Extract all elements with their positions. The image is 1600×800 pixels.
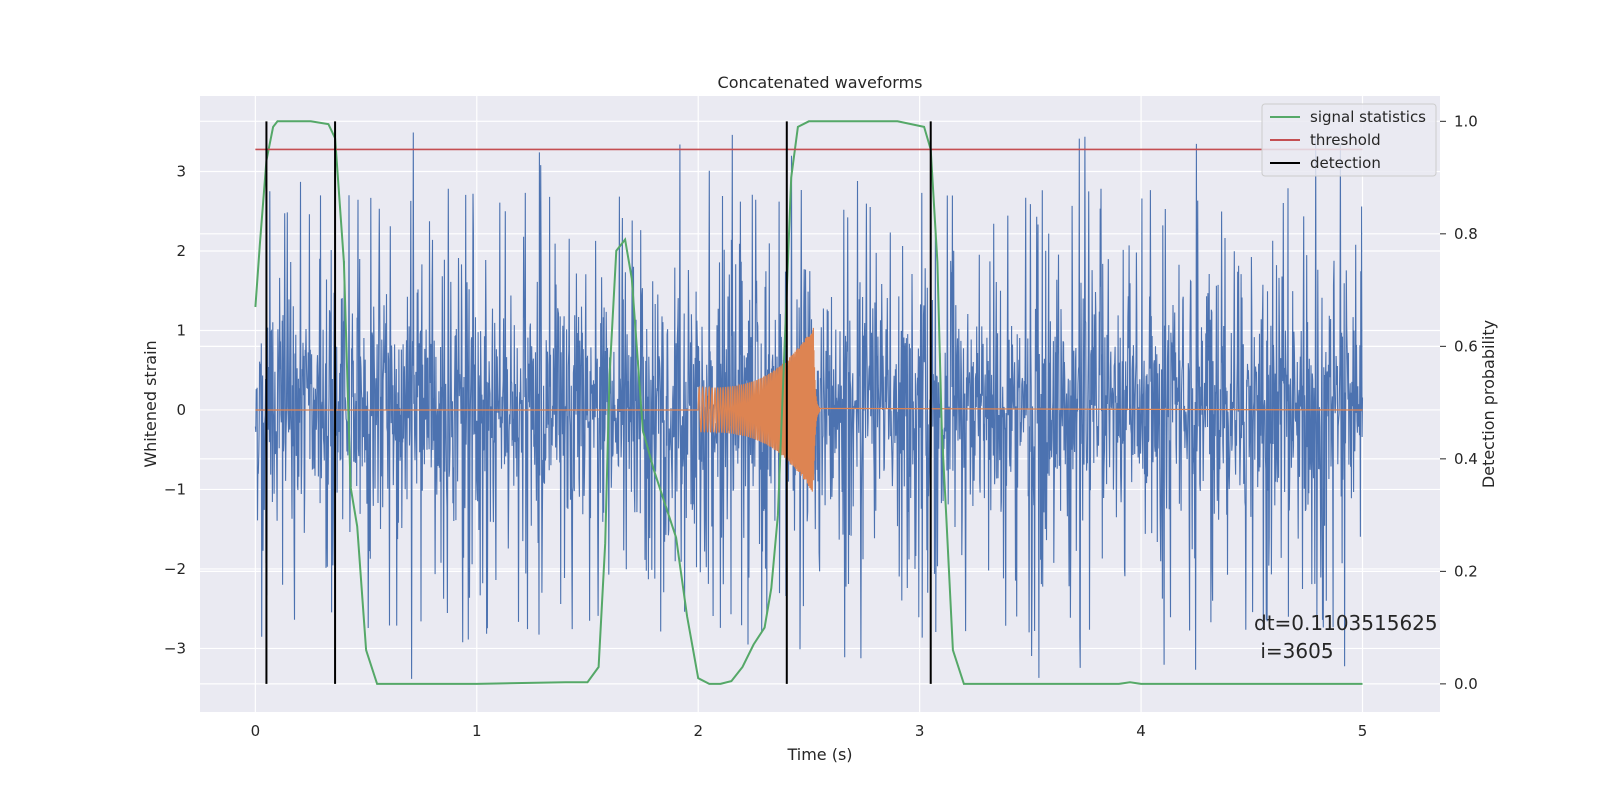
y2-tick-label: 0.8	[1454, 225, 1478, 243]
annotation-index: i=3605	[1254, 639, 1334, 663]
x-tick-label: 3	[915, 722, 925, 740]
legend-label-signal-statistics: signal statistics	[1310, 108, 1426, 126]
y-tick-label: 1	[176, 321, 186, 339]
legend-label-detection: detection	[1310, 154, 1381, 172]
y2-tick-labels: 0.0 0.2 0.4 0.6 0.8 1.0	[1440, 112, 1478, 693]
template-waveform-line	[255, 327, 1363, 492]
x-axis-label: Time (s)	[786, 745, 852, 764]
signal-statistics-line	[254, 120, 1363, 685]
chart-title: Concatenated waveforms	[718, 73, 923, 92]
x-tick-label: 0	[251, 722, 261, 740]
y-tick-label: 2	[176, 242, 186, 260]
x-tick-labels: 0 1 2 3 4 5	[251, 722, 1368, 740]
series-layer	[254, 120, 1364, 685]
y2-tick-label: 0.2	[1454, 562, 1478, 580]
y-tick-label: 3	[176, 163, 186, 181]
x-tick-label: 2	[693, 722, 703, 740]
x-tick-label: 1	[472, 722, 482, 740]
y-tick-label: −1	[164, 480, 186, 498]
x-tick-label: 4	[1136, 722, 1146, 740]
legend-box	[1261, 103, 1437, 177]
legend: signal statistics threshold detection	[1261, 103, 1437, 177]
x-tick-label: 5	[1358, 722, 1368, 740]
y2-axis-label: Detection probability	[1479, 320, 1498, 488]
legend-label-threshold: threshold	[1310, 131, 1381, 149]
y-tick-labels: −3 −2 −1 0 1 2 3	[164, 163, 186, 658]
y-tick-label: −2	[164, 560, 186, 578]
y-axis-label: Whitened strain	[141, 340, 160, 467]
y2-tick-label: 1.0	[1454, 112, 1478, 130]
y2-tick-label: 0.6	[1454, 337, 1478, 355]
annotation-dt: dt=0.1103515625	[1254, 611, 1438, 635]
y2-tick-label: 0.0	[1454, 675, 1478, 693]
y-tick-label: −3	[164, 639, 186, 657]
y-tick-label: 0	[176, 401, 186, 419]
detection-lines	[265, 121, 932, 684]
y2-tick-label: 0.4	[1454, 450, 1478, 468]
